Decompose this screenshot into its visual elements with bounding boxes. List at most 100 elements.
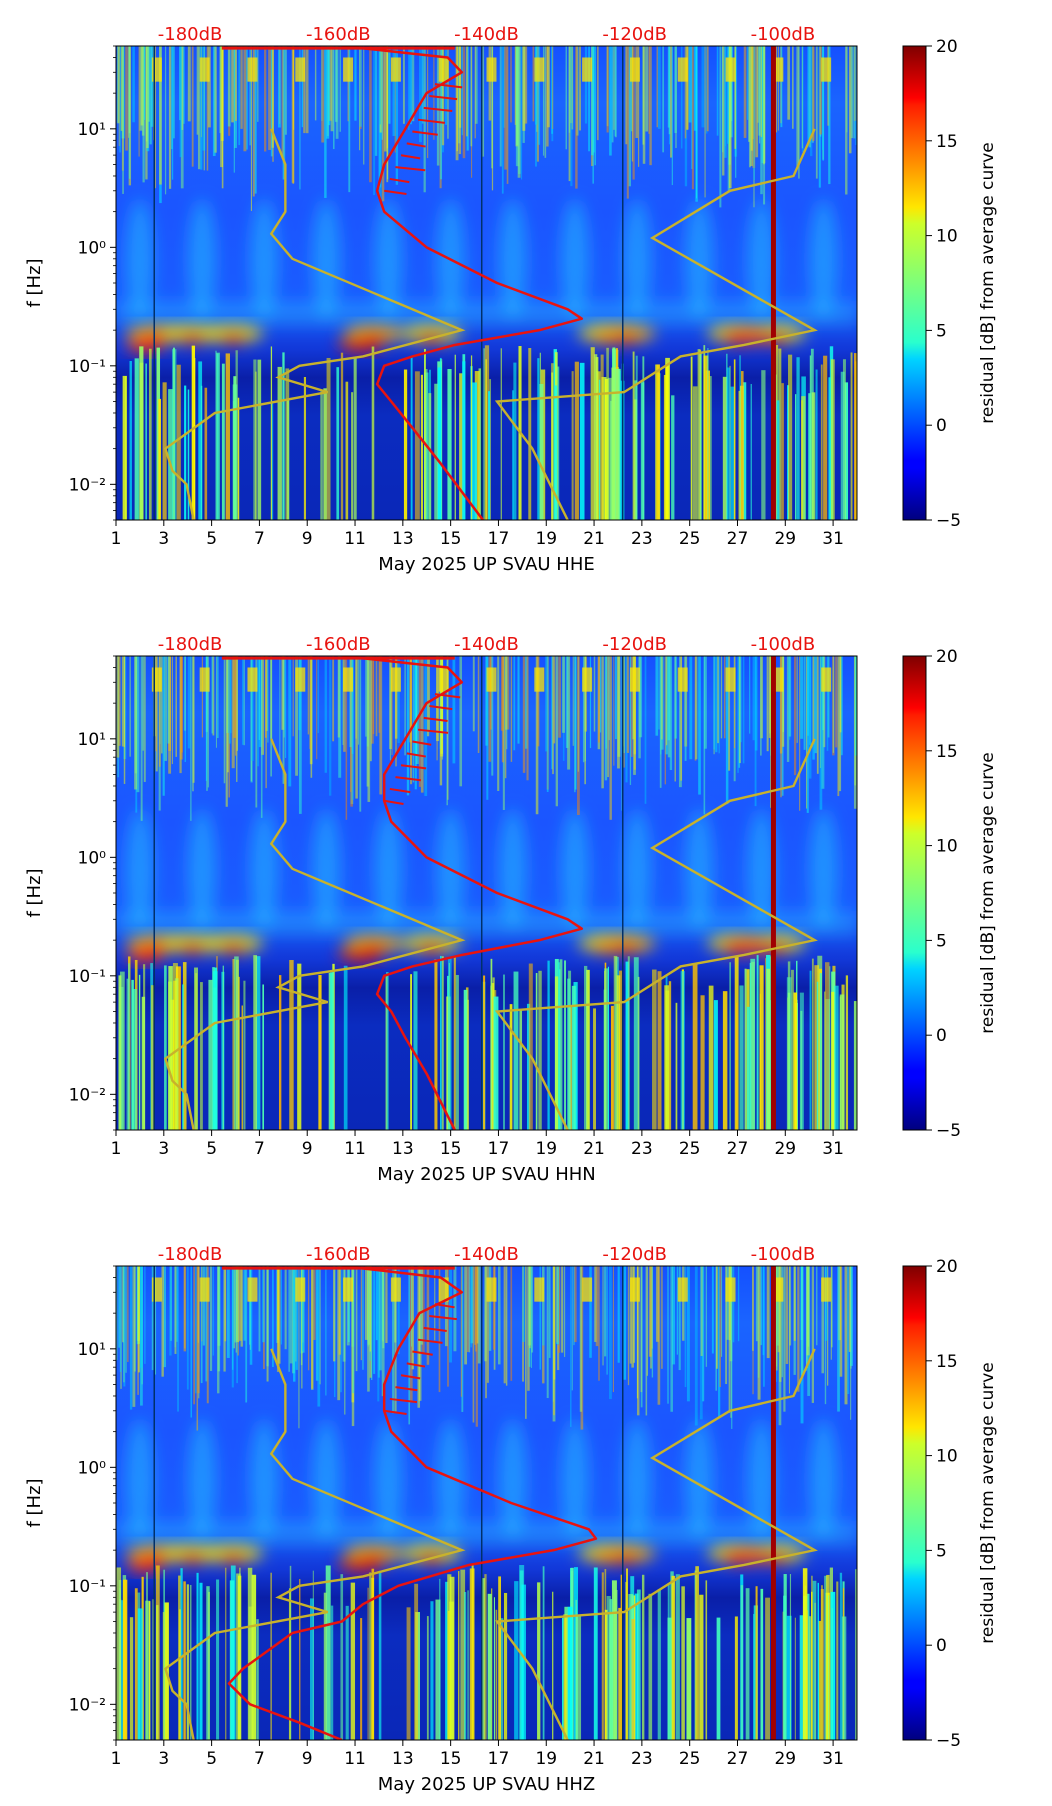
- y-tick-label: 10⁻¹: [69, 967, 106, 987]
- colorbar-label: residual [dB] from average curve: [978, 1362, 998, 1643]
- x-tick-label: 5: [206, 529, 217, 549]
- colorbar-tick-label: 0: [936, 416, 947, 436]
- high-frequency-noise: [116, 656, 857, 821]
- colorbar-gradient: [902, 45, 927, 521]
- colorbar-tick-label: 20: [936, 1257, 958, 1277]
- spectrogram: [116, 656, 857, 1130]
- x-tick-label: 3: [158, 529, 169, 549]
- y-tick-label: 10⁰: [78, 1458, 107, 1478]
- noise-model-high: [494, 128, 819, 520]
- x-tick-label: 15: [440, 1749, 462, 1769]
- db-scale-label: -120dB: [602, 1244, 667, 1265]
- colorbar-tick-label: −5: [936, 1121, 961, 1141]
- noise-model-high: [494, 738, 819, 1130]
- noise-model-high: [494, 1348, 819, 1740]
- y-tick-label: 10¹: [78, 120, 106, 140]
- x-tick-label: 9: [302, 1749, 313, 1769]
- x-tick-label: 13: [392, 529, 414, 549]
- low-frequency-streaks: [122, 345, 857, 520]
- y-tick-label: 10¹: [78, 730, 106, 750]
- colorbar-tick-label: 5: [936, 1541, 947, 1561]
- colorbar-tick-label: 10: [936, 1447, 958, 1467]
- x-tick-label: 13: [392, 1139, 414, 1159]
- low-frequency-streaks: [118, 954, 857, 1130]
- y-tick-label: 10⁰: [78, 848, 107, 868]
- db-scale-label: -140dB: [454, 24, 519, 45]
- colorbar-tick-label: 15: [936, 742, 958, 762]
- db-scale-label: -180dB: [158, 24, 223, 45]
- plumes: [116, 1418, 857, 1546]
- x-tick-label: 29: [774, 529, 796, 549]
- y-tick-label: 10⁻¹: [69, 1577, 106, 1597]
- db-scale-label: -140dB: [454, 1244, 519, 1265]
- x-tick-label: 5: [206, 1749, 217, 1769]
- x-tick-label: 27: [727, 1749, 749, 1769]
- data-gap-column: [770, 1266, 776, 1740]
- colorbar-tick-label: 5: [936, 321, 947, 341]
- data-gap-column: [770, 656, 776, 1130]
- y-tick-label: 10⁻²: [69, 1085, 106, 1105]
- x-tick-label: 23: [631, 529, 653, 549]
- x-tick-label: 31: [822, 1139, 844, 1159]
- x-tick-label: 21: [583, 1749, 605, 1769]
- db-scale-label: -100dB: [751, 1244, 816, 1265]
- x-tick-label: 7: [254, 1749, 265, 1769]
- colorbar: 20 15 10 5 0 −5 residual [dB] from average cur…: [902, 647, 998, 1141]
- high-frequency-noise: [117, 46, 857, 211]
- x-axis-label: May 2025 UP SVAU HHE: [378, 554, 594, 575]
- db-scale-label: -160dB: [306, 634, 371, 655]
- x-tick-label: 1: [111, 1749, 122, 1769]
- x-tick-label: 21: [583, 529, 605, 549]
- x-tick-label: 15: [440, 529, 462, 549]
- x-tick-label: 1: [111, 1139, 122, 1159]
- colorbar-tick-label: 0: [936, 1026, 947, 1046]
- db-scale-label: -160dB: [306, 1244, 371, 1265]
- x-tick-label: 17: [488, 529, 510, 549]
- db-scale-label: -120dB: [602, 24, 667, 45]
- y-tick-label: 10⁻¹: [69, 357, 106, 377]
- y-axis-label: f [Hz]: [24, 258, 45, 307]
- db-scale-label: -180dB: [158, 634, 223, 655]
- colorbar-label: residual [dB] from average curve: [978, 752, 998, 1033]
- x-tick-label: 9: [302, 1139, 313, 1159]
- x-tick-label: 13: [392, 1749, 414, 1769]
- x-tick-label: 17: [488, 1139, 510, 1159]
- noise-model-low: [163, 738, 466, 1130]
- colorbar-tick-label: 10: [936, 227, 958, 247]
- x-tick-label: 19: [535, 1749, 557, 1769]
- db-scale-label: -100dB: [751, 24, 816, 45]
- spectrogram: [116, 46, 857, 520]
- x-tick-label: 11: [344, 1139, 366, 1159]
- x-tick-label: 3: [158, 1749, 169, 1769]
- x-tick-label: 25: [679, 1749, 701, 1769]
- x-tick-label: 23: [631, 1749, 653, 1769]
- db-scale-label: -180dB: [158, 1244, 223, 1265]
- x-tick-label: 29: [774, 1749, 796, 1769]
- x-tick-label: 21: [583, 1139, 605, 1159]
- x-tick-label: 7: [254, 529, 265, 549]
- db-scale-label: -100dB: [751, 634, 816, 655]
- x-tick-label: 25: [679, 1139, 701, 1159]
- x-tick-label: 25: [679, 529, 701, 549]
- colorbar-tick-label: 0: [936, 1636, 947, 1656]
- x-axis-label: May 2025 UP SVAU HHZ: [378, 1774, 595, 1795]
- colorbar-tick-label: −5: [936, 1731, 961, 1751]
- x-tick-label: 7: [254, 1139, 265, 1159]
- average-curve: [227, 1266, 598, 1740]
- x-tick-label: 17: [488, 1749, 510, 1769]
- x-tick-label: 31: [822, 1749, 844, 1769]
- x-tick-label: 5: [206, 1139, 217, 1159]
- x-tick-label: 19: [535, 529, 557, 549]
- y-tick-label: 10⁰: [78, 238, 107, 258]
- x-tick-label: 15: [440, 1139, 462, 1159]
- colorbar: 20 15 10 5 0 −5 residual [dB] from average cur…: [902, 37, 998, 531]
- db-scale-label: -120dB: [602, 634, 667, 655]
- y-axis-label: f [Hz]: [24, 1478, 45, 1527]
- average-curve: [341, 46, 584, 520]
- colorbar-gradient: [902, 655, 927, 1131]
- x-tick-label: 19: [535, 1139, 557, 1159]
- x-tick-label: 11: [344, 529, 366, 549]
